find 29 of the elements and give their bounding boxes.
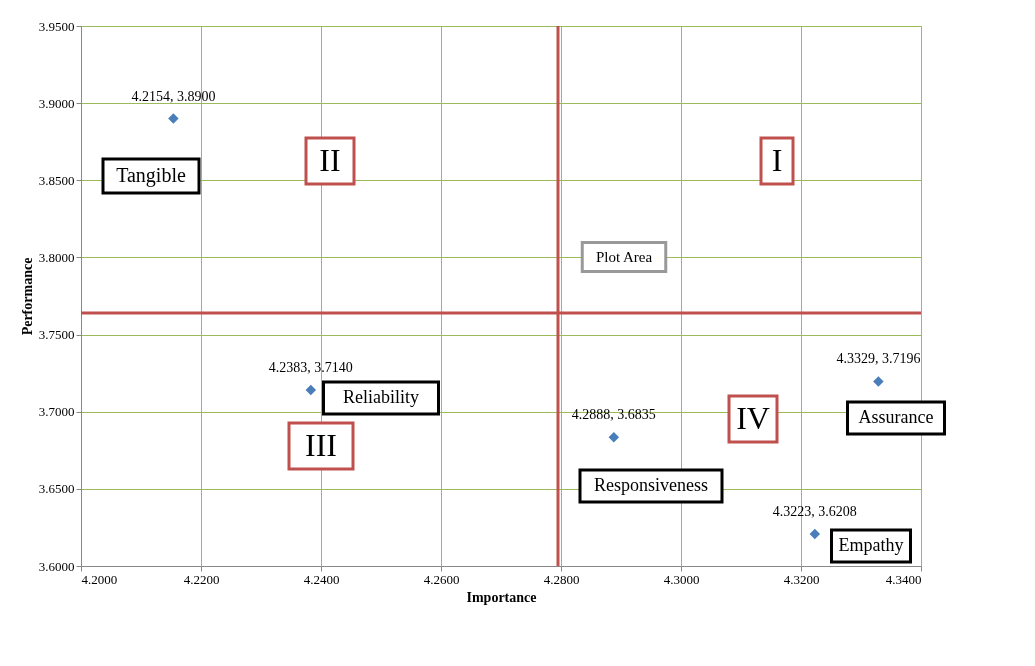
annotation: Assurance xyxy=(858,407,934,427)
x-tick-label: 4.2400 xyxy=(303,571,340,587)
y-tick-label: 3.9500 xyxy=(38,18,75,34)
y-tick-label: 3.9000 xyxy=(38,95,75,111)
annotation: I xyxy=(771,142,783,178)
x-tick-label: 4.2000 xyxy=(81,571,118,587)
annotation: IV xyxy=(736,400,770,436)
annotation: Reliability xyxy=(343,387,419,407)
y-tick-label: 3.8500 xyxy=(38,172,75,188)
annotation: Responsiveness xyxy=(594,475,708,495)
y-tick-label: 3.8000 xyxy=(38,249,75,265)
data-label: 4.3329, 3.7196 xyxy=(836,351,921,367)
x-tick-label: 4.3400 xyxy=(885,571,922,587)
y-tick-label: 3.7500 xyxy=(38,327,75,343)
annotation: Empathy xyxy=(838,535,904,555)
annotation: Plot Area xyxy=(595,249,653,265)
annotation: III xyxy=(305,427,337,463)
x-tick-label: 4.3000 xyxy=(663,571,700,587)
annotation: II xyxy=(319,142,341,178)
y-tick-label: 3.7000 xyxy=(38,404,75,420)
x-tick-label: 4.2200 xyxy=(183,571,220,587)
x-axis-title: Importance xyxy=(466,589,537,605)
annotation: Tangible xyxy=(116,164,186,187)
x-tick-label: 4.2600 xyxy=(423,571,460,587)
y-tick-label: 3.6500 xyxy=(38,481,75,497)
x-tick-label: 4.3200 xyxy=(783,571,820,587)
x-tick-label: 4.2800 xyxy=(543,571,580,587)
y-axis-title: Performance xyxy=(19,257,35,336)
y-tick-label: 3.6000 xyxy=(38,558,75,574)
